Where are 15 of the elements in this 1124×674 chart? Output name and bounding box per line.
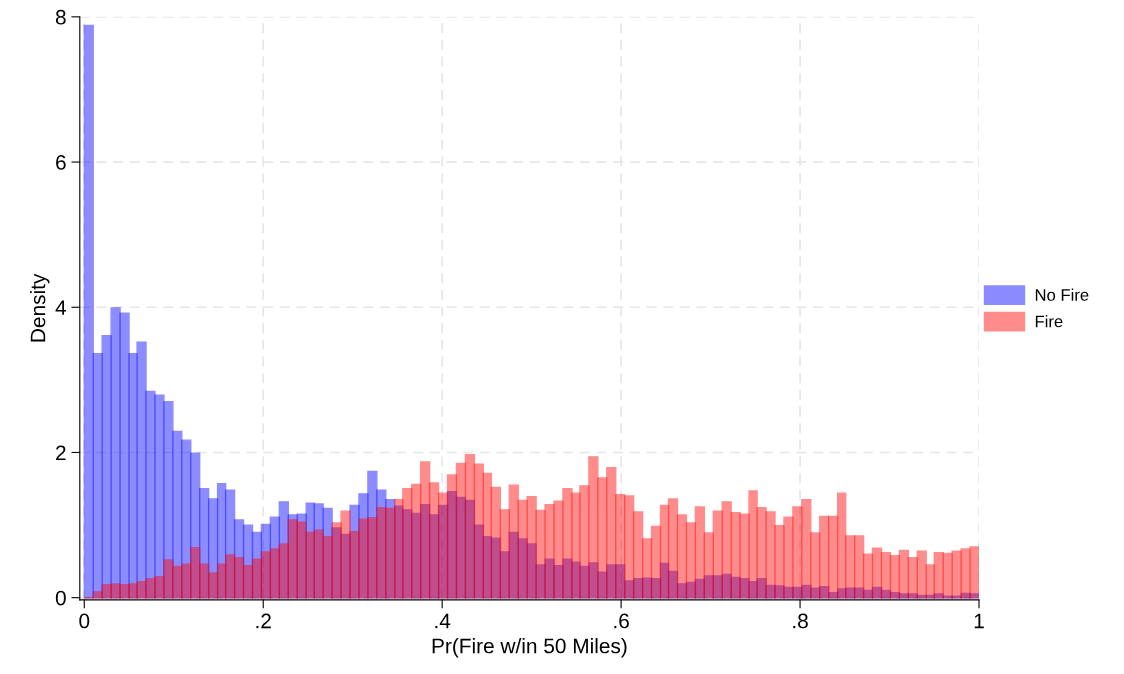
legend-label: No Fire [1035, 288, 1089, 301]
y-axis-title: Density [30, 273, 50, 342]
y-tick-label: 6 [56, 155, 66, 170]
x-axis-title: Pr(Fire w/in 50 Miles) [432, 638, 627, 658]
y-tick-label: 4 [55, 300, 66, 315]
x-tick-label: .2 [256, 613, 271, 629]
x-tick-label: 0 [79, 613, 90, 629]
y-tick-label: 0 [55, 590, 66, 606]
x-tick-label: .8 [793, 613, 808, 629]
x-tick-label: .6 [614, 613, 629, 629]
x-tick-label: 1 [974, 613, 984, 629]
legend-label: Fire [1035, 315, 1063, 328]
y-tick-label: 2 [56, 445, 66, 461]
x-tick-label: .4 [435, 613, 451, 629]
y-tick-label: 8 [55, 9, 66, 25]
